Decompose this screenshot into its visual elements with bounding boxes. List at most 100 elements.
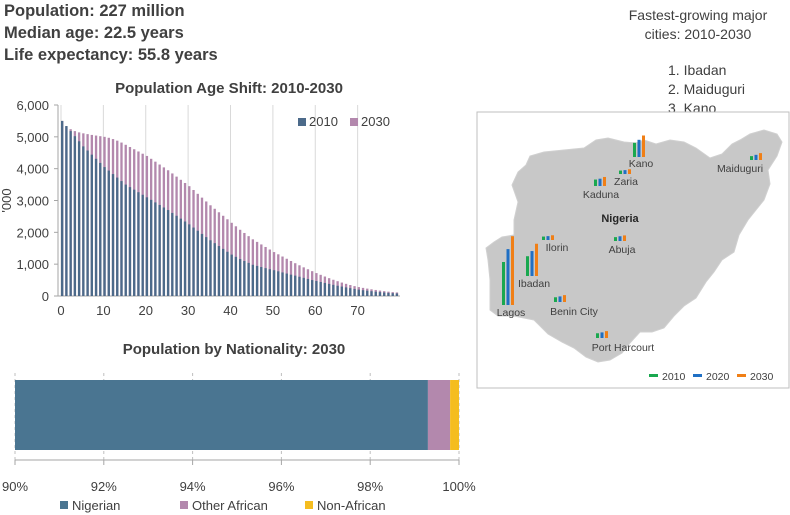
- x-tick-label: 90%: [2, 479, 28, 494]
- bar-2010: [137, 192, 140, 296]
- legend-swatch-2: [305, 501, 313, 509]
- bar-2010: [383, 292, 386, 296]
- bar-2010: [226, 251, 229, 296]
- country-label: Nigeria: [601, 213, 639, 225]
- bar-2010: [319, 281, 322, 296]
- bar-2010: [128, 187, 132, 296]
- city-bar-kano-2010: [633, 142, 636, 157]
- bar-2010: [166, 210, 170, 296]
- bar-2010: [103, 167, 106, 296]
- bar-2010: [264, 268, 267, 296]
- city-bar-zaria-2010: [619, 170, 622, 174]
- x-tick-label: 30: [181, 303, 195, 318]
- city-label: Maiduguri: [717, 163, 763, 175]
- bar-2010: [315, 281, 318, 296]
- bar-2010: [298, 276, 301, 296]
- bar-2010: [141, 194, 144, 296]
- nationality-chart: Population by Nationality: 2030 90% 92% 94%…: [2, 341, 476, 513]
- nigeria-map-shape: [485, 129, 783, 363]
- city-bar-ilorin-2020: [546, 236, 550, 240]
- bar-2010: [370, 291, 373, 296]
- city-bar-benin-city-2010: [554, 297, 557, 302]
- x-tick-label: 92%: [91, 479, 117, 494]
- bar-2010: [268, 269, 271, 296]
- bar-2010: [217, 246, 221, 296]
- y-tick-label: 0: [42, 289, 49, 304]
- city-bar-ibadan-2030: [535, 243, 538, 276]
- bar-2010: [306, 278, 310, 296]
- city-bar-port-harcourt-2020: [600, 332, 604, 338]
- legend-swatch-0: [60, 501, 68, 509]
- x-tick-label: 60: [308, 303, 322, 318]
- rank-item-2: 2. Maiduguri: [668, 81, 746, 97]
- key-stats: Population: 227 million Median age: 22.5…: [4, 0, 218, 66]
- bar-2010: [340, 286, 344, 296]
- city-bar-zaria-2030: [628, 169, 631, 174]
- city-bar-lagos-2020: [506, 249, 510, 305]
- bar-2010: [213, 243, 216, 296]
- bar-2010: [205, 237, 208, 296]
- bar-2010: [311, 280, 314, 296]
- bar-2010: [222, 248, 225, 296]
- x-tick-label: 0: [57, 303, 64, 318]
- fastest-title-line1: Fastest-growing major: [628, 7, 768, 23]
- bar-2010: [192, 227, 195, 296]
- city-bar-ilorin-2010: [542, 236, 545, 240]
- y-tick-label: 2,000: [16, 225, 49, 240]
- legend-swatch-1: [180, 501, 188, 509]
- bar-2010: [247, 262, 250, 296]
- legend-swatch-2010: [649, 374, 658, 377]
- x-tick-label: 94%: [180, 479, 206, 494]
- bar-2010: [327, 283, 331, 296]
- age-shift-chart: Population Age Shift: 2010-2030 0 1,000 2,0…: [0, 80, 400, 318]
- bar-2010: [294, 275, 297, 296]
- y-tick-label: 1,000: [16, 257, 49, 272]
- city-label: Benin City: [550, 306, 599, 318]
- bar-2010: [154, 202, 157, 296]
- bar-2010: [332, 284, 335, 296]
- bar-2010: [99, 162, 102, 296]
- bar-2010: [90, 154, 93, 296]
- city-bar-ibadan-2010: [526, 256, 529, 276]
- bar-2010: [200, 233, 204, 296]
- chart-title: Population by Nationality: 2030: [123, 341, 346, 358]
- city-label: Lagos: [497, 307, 526, 319]
- bar-2010: [277, 271, 280, 296]
- city-label: Kaduna: [583, 189, 619, 201]
- bar-2010: [116, 177, 119, 296]
- bar-2010: [209, 240, 212, 296]
- city-bar-port-harcourt-2030: [605, 331, 608, 338]
- bar-2010: [162, 207, 166, 296]
- bar-2010: [120, 181, 123, 296]
- median-age-stat: Median age: 22.5 years: [4, 24, 184, 42]
- legend-label-2030: 2030: [361, 114, 390, 129]
- city-bar-benin-city-2020: [558, 296, 562, 302]
- bar-2010: [285, 273, 288, 296]
- bar-2010: [145, 197, 149, 296]
- city-bar-kaduna-2030: [603, 176, 606, 186]
- legend-label-2010: 2010: [662, 371, 686, 383]
- city-bar-ilorin-2030: [551, 235, 554, 240]
- bar-other-african: [427, 380, 451, 450]
- legend-swatch-2030: [350, 118, 358, 126]
- bar-2010: [107, 170, 110, 296]
- city-bar-port-harcourt-2010: [596, 333, 599, 338]
- city-label: Kano: [629, 158, 654, 170]
- bar-2010: [344, 287, 348, 296]
- city-bar-kano-2030: [642, 135, 645, 157]
- city-label: Abuja: [609, 244, 636, 256]
- city-bar-ibadan-2020: [530, 251, 534, 276]
- x-tick-label: 100%: [442, 479, 476, 494]
- city-label: Ibadan: [518, 278, 550, 290]
- city-bar-benin-city-2030: [563, 295, 566, 302]
- bar-2010: [196, 230, 199, 296]
- y-axis-title: '000: [0, 188, 14, 212]
- bar-2010: [395, 293, 399, 296]
- bar-2010: [353, 288, 356, 296]
- bar-2010: [77, 141, 81, 296]
- legend-swatch-2020: [693, 374, 702, 377]
- bar-2010: [357, 289, 360, 296]
- bar-2010: [65, 126, 68, 296]
- legend-label-2020: 2020: [706, 371, 730, 383]
